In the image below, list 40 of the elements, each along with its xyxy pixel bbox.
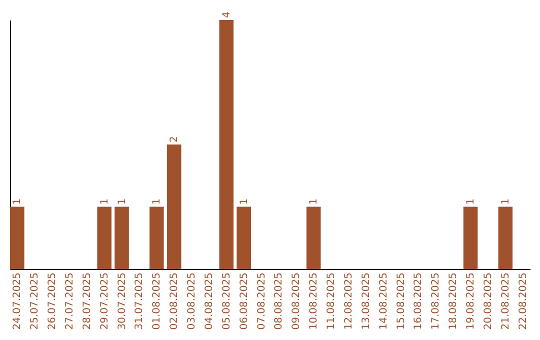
x-tick-label: 19.08.2025 <box>466 272 477 330</box>
x-tick-label: 09.08.2025 <box>291 272 302 330</box>
x-tick-label: 08.08.2025 <box>274 272 285 330</box>
x-tick-label: 28.07.2025 <box>82 272 93 330</box>
x-tick-label: 02.08.2025 <box>169 272 180 330</box>
x-tick-label: 05.08.2025 <box>221 272 232 330</box>
x-tick-label: 12.08.2025 <box>343 272 354 330</box>
x-tick-label: 22.08.2025 <box>518 272 529 330</box>
data-label: 1 <box>12 198 24 205</box>
x-tick-label: 26.07.2025 <box>47 272 58 330</box>
x-tick-label: 10.08.2025 <box>308 272 320 330</box>
data-label: 1 <box>116 198 128 205</box>
x-tick-label: 14.08.2025 <box>378 272 390 330</box>
x-tick-label: 01.08.2025 <box>152 272 163 330</box>
data-label: 1 <box>152 198 163 205</box>
x-tick-label: 06.08.2025 <box>238 272 250 330</box>
x-tick-label: 21.08.2025 <box>500 272 512 330</box>
x-tick-label: 30.07.2025 <box>116 272 128 330</box>
x-tick-label: 07.08.2025 <box>256 272 268 330</box>
x-tick-label: 13.08.2025 <box>360 272 372 330</box>
data-label: 1 <box>99 198 110 205</box>
data-label: 1 <box>308 198 320 205</box>
x-tick-label: 27.07.2025 <box>64 272 76 330</box>
x-tick-label: 18.08.2025 <box>448 272 460 330</box>
data-label: 1 <box>466 198 477 205</box>
data-label: 4 <box>221 12 232 18</box>
x-tick-label: 20.08.2025 <box>482 272 494 330</box>
x-tick-label: 16.08.2025 <box>413 272 424 330</box>
x-tick-label: 15.08.2025 <box>396 272 407 330</box>
x-tick-label: 25.07.2025 <box>30 272 41 330</box>
x-tick-label: 31.07.2025 <box>134 272 146 330</box>
x-tick-label: 03.08.2025 <box>186 272 198 330</box>
data-label: 1 <box>238 198 250 205</box>
x-tick-label: 17.08.2025 <box>430 272 442 330</box>
x-tick-label: 04.08.2025 <box>204 272 215 330</box>
data-label: 1 <box>500 198 512 205</box>
x-tick-label: 29.07.2025 <box>99 272 110 330</box>
x-tick-label: 24.07.2025 <box>12 272 24 330</box>
data-label: 2 <box>169 136 180 142</box>
x-tick-label: 11.08.2025 <box>326 272 338 330</box>
